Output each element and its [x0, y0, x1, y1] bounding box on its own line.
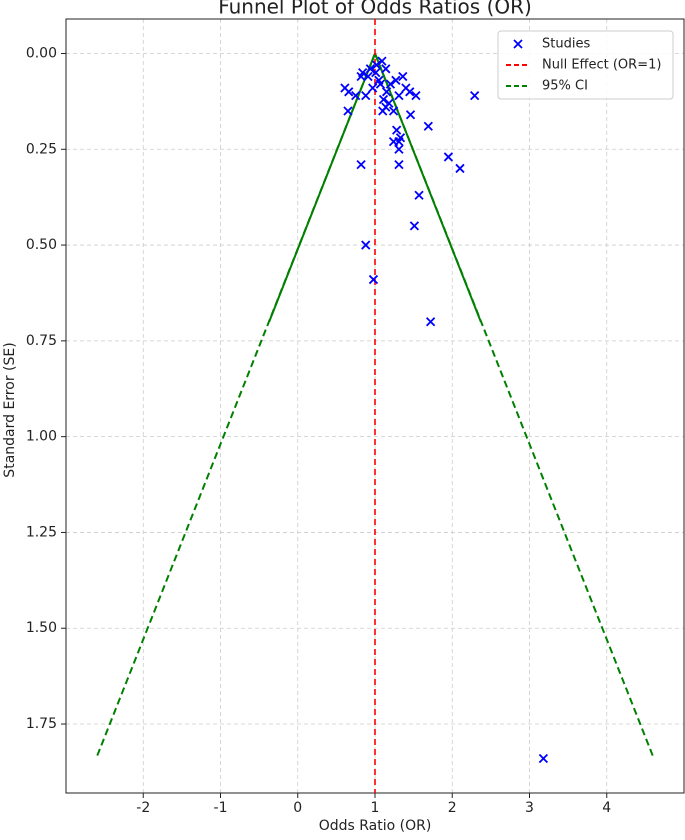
study-point — [375, 79, 386, 89]
study-point — [411, 90, 421, 101]
study-point — [394, 90, 404, 101]
x-tick-label: 0 — [293, 800, 302, 816]
study-point — [361, 240, 371, 250]
ci-line — [374, 53, 482, 323]
study-point — [394, 159, 404, 170]
study-point — [405, 87, 415, 97]
y-axis-label: Standard Error (SE) — [2, 342, 18, 477]
study-point — [378, 106, 388, 116]
legend-box — [497, 30, 674, 100]
study-point — [443, 152, 454, 162]
study-point — [363, 71, 373, 82]
x-tick-label: 4 — [602, 800, 611, 816]
y-tick-label: 1.00 — [26, 429, 57, 445]
legend-label: 95% CI — [542, 79, 588, 94]
y-tick-label: 0.75 — [26, 333, 57, 349]
study-point — [381, 87, 392, 97]
study-point — [538, 753, 549, 764]
y-tick-label: 0.00 — [26, 45, 57, 61]
study-point — [361, 90, 371, 101]
chart-title: Funnel Plot of Odds Ratios (OR) — [218, 0, 532, 19]
study-point — [423, 121, 433, 131]
study-point — [409, 221, 420, 231]
study-point — [405, 110, 416, 120]
study-point — [385, 79, 396, 89]
study-point — [388, 136, 399, 147]
study-point — [377, 56, 387, 66]
study-point — [394, 144, 404, 154]
study-point — [425, 317, 436, 327]
study-point — [381, 64, 391, 74]
study-point — [356, 71, 366, 82]
study-point — [398, 71, 408, 82]
study-point — [371, 68, 381, 78]
study-point — [384, 98, 394, 108]
legend: Studies Null Effect (OR=1) 95% CI — [497, 30, 674, 100]
study-point — [391, 75, 401, 85]
x-axis-label: Odds Ratio (OR) — [319, 818, 432, 834]
study-point — [414, 190, 424, 200]
x-tick-label: 3 — [525, 800, 534, 816]
x-tick-label: 2 — [448, 800, 457, 816]
study-point — [365, 64, 376, 74]
legend-marker — [513, 39, 523, 49]
study-point — [395, 133, 406, 143]
study-point — [344, 87, 354, 97]
x-tick-label: -1 — [214, 800, 228, 816]
study-point — [388, 106, 399, 116]
y-tick-label: 1.75 — [26, 716, 57, 732]
study-point — [351, 90, 361, 101]
study-point — [455, 163, 465, 174]
legend-label: Studies — [542, 37, 590, 52]
x-tick-label: -2 — [136, 800, 150, 816]
study-point — [368, 274, 379, 285]
y-tick-label: 1.25 — [26, 524, 57, 540]
y-tick-label: 0.25 — [26, 141, 57, 157]
study-point — [356, 159, 366, 170]
study-point — [371, 60, 382, 70]
study-point — [378, 94, 389, 105]
study-point — [343, 106, 353, 116]
study-point — [368, 83, 378, 93]
x-tick-label: 1 — [371, 800, 380, 816]
legend-label: Null Effect (OR=1) — [542, 58, 661, 73]
ci-line — [268, 53, 376, 323]
y-tick-label: 1.50 — [26, 620, 57, 636]
y-tick-label: 0.50 — [26, 237, 57, 253]
study-point — [470, 90, 480, 101]
study-point — [391, 125, 402, 135]
